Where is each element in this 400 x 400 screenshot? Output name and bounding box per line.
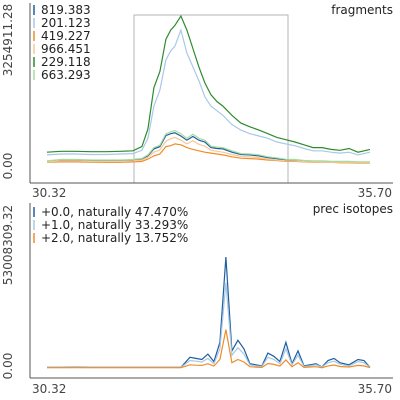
prec-isotopes-legend: +0.0, naturally 47.470%+1.0, naturally 3… <box>33 205 188 245</box>
prec-isotopes-legend-label-2: +2.0, naturally 13.752% <box>41 231 188 245</box>
prec-isotopes-chart: prec isotopes +0.0, naturally 47.470%+1.… <box>1 202 393 396</box>
fragments-legend-label-5: 663.293 <box>41 68 91 82</box>
prec-isotopes-x-tick-min: 30.32 <box>32 382 66 396</box>
fragments-x-tick-max: 35.70 <box>358 186 392 200</box>
fragments-y-tick-min: 0.00 <box>1 153 15 180</box>
fragments-x-tick-min: 30.32 <box>32 186 66 200</box>
fragments-legend-label-4: 229.118 <box>41 55 91 69</box>
fragments-title: fragments <box>331 3 393 17</box>
fragments-chart: fragments 819.383201.123419.227966.45122… <box>1 3 393 200</box>
fragments-series-line-4 <box>46 14 371 153</box>
fragments-series-lines <box>46 14 371 164</box>
prec-isotopes-title: prec isotopes <box>313 202 393 216</box>
prec-isotopes-series-line-2 <box>47 329 371 369</box>
prec-isotopes-series-line-0 <box>47 257 371 368</box>
fragments-legend-label-3: 966.451 <box>41 42 91 56</box>
prec-isotopes-legend-label-0: +0.0, naturally 47.470% <box>41 205 188 219</box>
fragments-legend: 819.383201.123419.227966.451229.118663.2… <box>33 3 91 82</box>
fragments-series-line-3 <box>46 136 370 164</box>
prec-isotopes-series-lines <box>47 257 371 369</box>
prec-isotopes-y-tick-max: 53008309.32 <box>1 205 15 285</box>
fragments-series-line-1 <box>46 28 371 156</box>
fragments-legend-label-2: 419.227 <box>41 29 91 43</box>
prec-isotopes-legend-label-1: +1.0, naturally 33.293% <box>41 218 188 232</box>
fragments-series-line-5 <box>46 129 370 163</box>
fragments-legend-label-1: 201.123 <box>41 16 91 30</box>
prec-isotopes-x-tick-max: 35.70 <box>358 382 392 396</box>
fragments-y-tick-max: 3254911.28 <box>1 4 15 77</box>
fragments-legend-label-0: 819.383 <box>41 3 91 17</box>
prec-isotopes-y-tick-min: 0.00 <box>1 353 15 380</box>
